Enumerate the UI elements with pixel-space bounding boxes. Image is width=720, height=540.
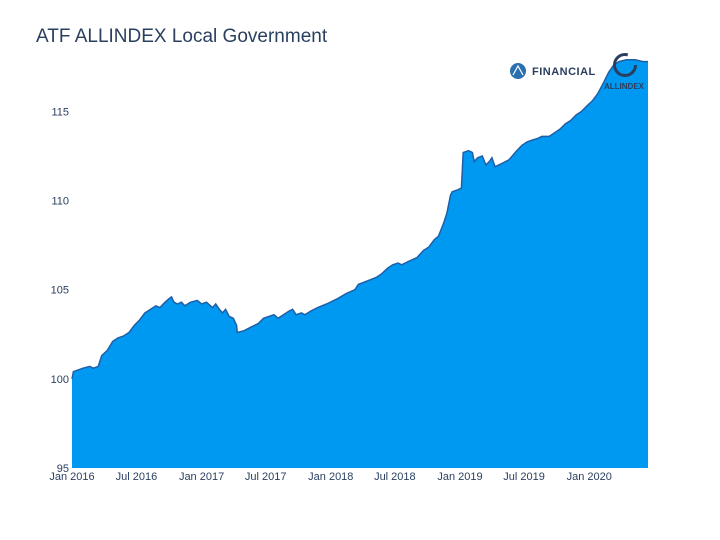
chart-title: ATF ALLINDEX Local Government bbox=[36, 26, 328, 47]
y-tick-label: 95 bbox=[57, 463, 69, 475]
x-tick-label: Jan 2020 bbox=[567, 471, 612, 483]
x-tick-label: Jul 2019 bbox=[503, 471, 545, 483]
x-tick-label: Jul 2016 bbox=[116, 471, 158, 483]
allindex-ring-icon bbox=[613, 53, 637, 77]
x-tick-label: Jan 2018 bbox=[308, 471, 353, 483]
y-tick-label: 105 bbox=[51, 285, 69, 297]
y-tick-label: 100 bbox=[51, 374, 69, 386]
x-tick-label: Jan 2016 bbox=[49, 471, 94, 483]
y-axis: 95 100 105 110 115 bbox=[51, 106, 69, 475]
series-line-0 bbox=[71, 59, 648, 380]
y-tick-label: 115 bbox=[51, 106, 69, 118]
y-tick-label: 110 bbox=[51, 196, 69, 208]
allindex-logo: ALLINDEX bbox=[604, 53, 645, 91]
financial-logo: FINANCIAL bbox=[510, 63, 596, 79]
allindex-logo-text: ALLINDEX bbox=[604, 82, 645, 91]
area-layer bbox=[71, 59, 648, 469]
x-axis: Jan 2016 Jul 2016 Jan 2017 Jul 2017 Jan 2018… bbox=[49, 471, 611, 483]
x-tick-label: Jul 2017 bbox=[245, 471, 287, 483]
x-tick-label: Jan 2019 bbox=[437, 471, 482, 483]
x-tick-label: Jul 2018 bbox=[374, 471, 416, 483]
financial-logo-text: FINANCIAL bbox=[532, 66, 596, 78]
x-tick-label: Jan 2017 bbox=[179, 471, 224, 483]
series-area-0 bbox=[72, 59, 648, 469]
financial-logo-icon bbox=[510, 63, 526, 79]
